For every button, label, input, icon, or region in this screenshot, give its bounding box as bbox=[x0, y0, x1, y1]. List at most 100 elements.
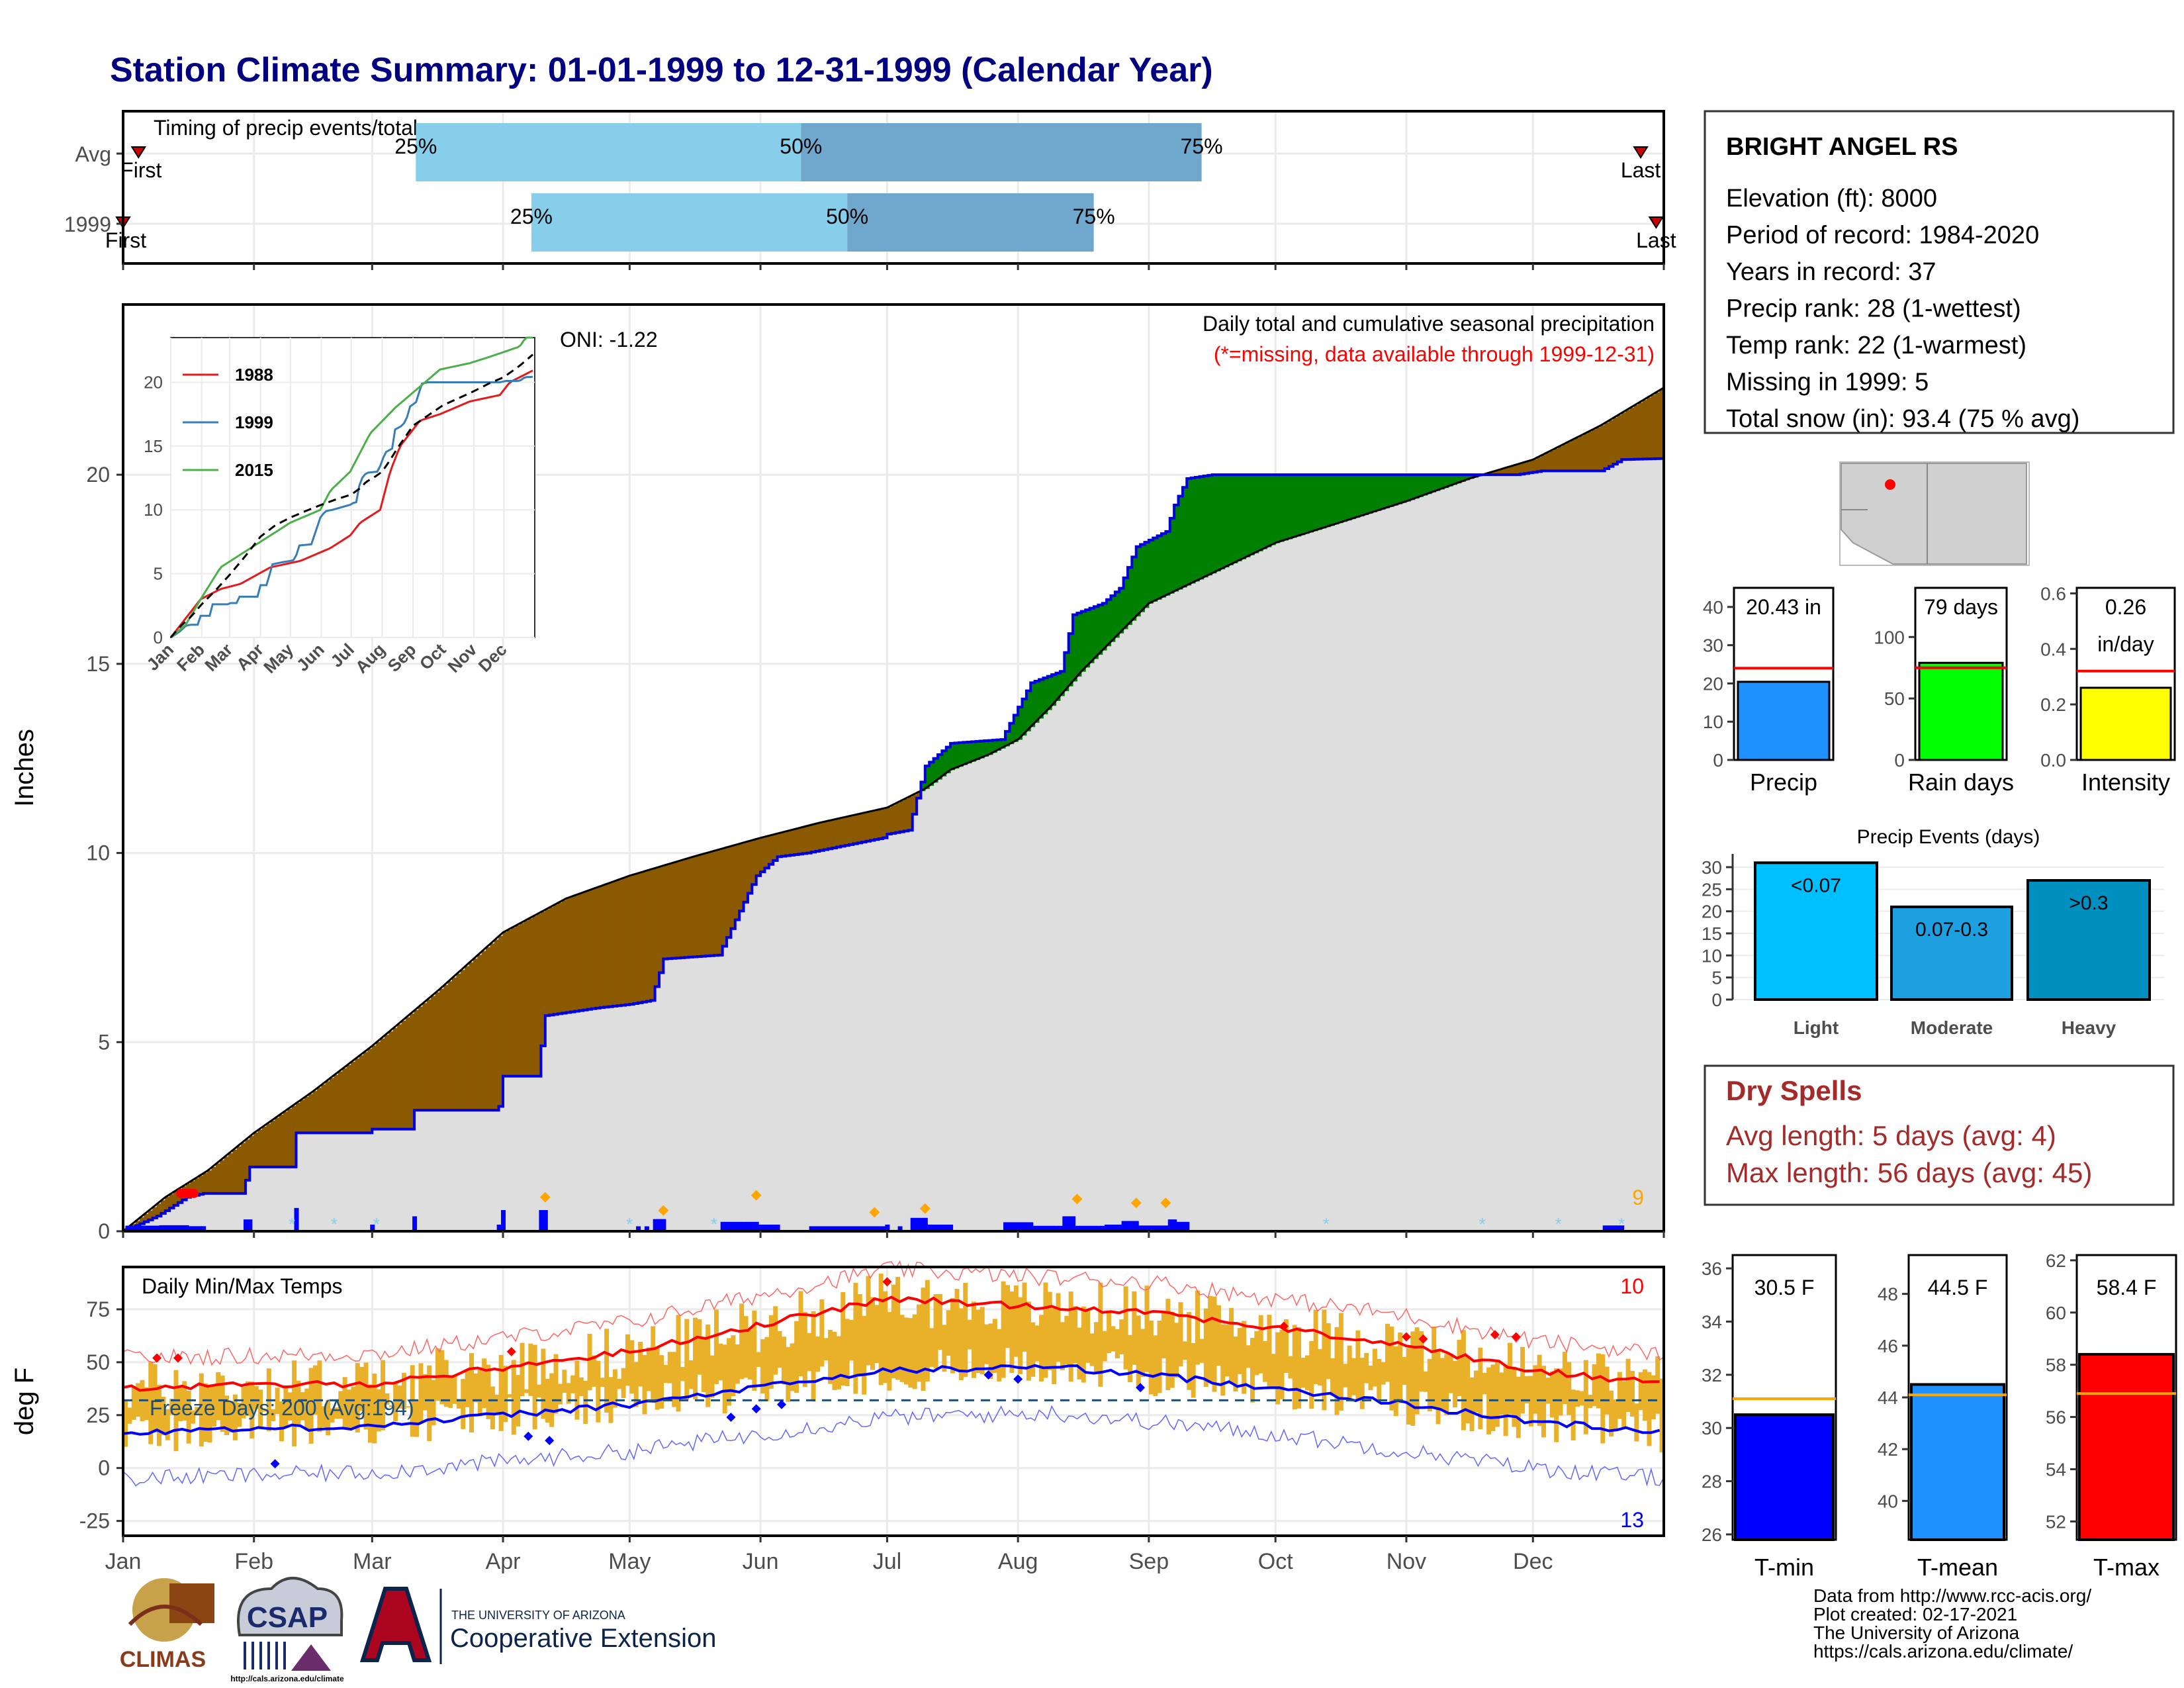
daily-temp-bar bbox=[1224, 1324, 1230, 1377]
daily-temp-bar bbox=[807, 1333, 812, 1372]
inset-line-1988 bbox=[169, 369, 533, 638]
daily-precip-bar bbox=[948, 1225, 954, 1231]
station-info-line: Precip rank: 28 (1-wettest) bbox=[1726, 295, 2021, 323]
daily-temp-bar bbox=[798, 1291, 803, 1377]
temp-title: Daily Min/Max Temps bbox=[142, 1274, 342, 1298]
daily-temp-bar bbox=[1174, 1323, 1179, 1378]
daily-temp-bar bbox=[1461, 1330, 1466, 1430]
daily-temp-bar bbox=[1533, 1365, 1538, 1414]
month-label: Apr bbox=[486, 1549, 521, 1574]
daily-precip-bar bbox=[817, 1226, 823, 1231]
daily-precip-bar bbox=[1087, 1225, 1093, 1231]
last-label: Last bbox=[1621, 158, 1661, 182]
daily-temp-bar bbox=[452, 1375, 457, 1404]
event-category-label: Light bbox=[1794, 1017, 1839, 1038]
daily-temp-bar bbox=[794, 1321, 799, 1393]
summary-value-label: 79 days bbox=[1924, 595, 1998, 619]
daily-temp-bar bbox=[866, 1276, 871, 1366]
daily-temp-bar bbox=[1056, 1293, 1061, 1362]
daily-precip-bar bbox=[927, 1225, 933, 1231]
daily-temp-bar bbox=[308, 1368, 314, 1444]
climas-logo-text: CLIMAS bbox=[120, 1647, 206, 1672]
timing-bar-50-75 bbox=[847, 193, 1094, 252]
daily-precip-bar bbox=[1105, 1225, 1110, 1231]
daily-precip-bar bbox=[1125, 1221, 1130, 1231]
daily-temp-bar bbox=[963, 1283, 968, 1378]
temp-summary-tick-label: 36 bbox=[1702, 1258, 1722, 1279]
daily-precip-bar bbox=[653, 1219, 658, 1231]
daily-temp-bar bbox=[629, 1340, 635, 1394]
legend-label: 1988 bbox=[235, 365, 273, 385]
climas-logo-arc bbox=[128, 1605, 203, 1626]
daily-temp-bar bbox=[709, 1355, 715, 1398]
daily-temp-bar bbox=[1165, 1299, 1171, 1391]
snow-marker: * bbox=[1479, 1214, 1486, 1234]
daily-temp-bar bbox=[1347, 1345, 1352, 1399]
daily-temp-bar bbox=[1355, 1330, 1361, 1401]
summary-tick-label: 10 bbox=[1703, 712, 1723, 732]
record-precip-marker bbox=[869, 1207, 880, 1218]
csap-logo-text: CSAP bbox=[247, 1601, 328, 1634]
daily-precip-bar bbox=[159, 1225, 164, 1231]
daily-precip-bar bbox=[1155, 1225, 1160, 1231]
daily-temp-bar bbox=[523, 1389, 529, 1393]
daily-temp-bar bbox=[1570, 1389, 1576, 1440]
daily-temp-bar bbox=[735, 1344, 740, 1384]
daily-temp-bar bbox=[693, 1317, 698, 1399]
station-info-box: BRIGHT ANGEL RS Elevation (ft): 8000 Perio… bbox=[1704, 110, 2175, 434]
daily-temp-bar bbox=[612, 1369, 617, 1408]
daily-temp-bar bbox=[997, 1329, 1002, 1382]
daily-temp-bar bbox=[979, 1307, 985, 1375]
pct-25-label: 25% bbox=[394, 134, 437, 158]
daily-precip-bar bbox=[142, 1225, 147, 1231]
daily-precip-bar bbox=[737, 1221, 743, 1231]
credit-line: The University of Arizona bbox=[1813, 1622, 2020, 1643]
daily-temp-bar bbox=[583, 1381, 588, 1425]
daily-temp-bar bbox=[304, 1388, 310, 1430]
daily-temp-bar bbox=[1398, 1332, 1403, 1403]
daily-temp-bar bbox=[351, 1386, 356, 1429]
daily-temp-bar bbox=[393, 1382, 398, 1422]
hot-count-label: 10 bbox=[1620, 1274, 1644, 1298]
temp-summary-tick-label: 60 bbox=[2046, 1303, 2066, 1323]
daily-temp-bar bbox=[1288, 1356, 1293, 1379]
daily-temp-bar bbox=[1242, 1321, 1247, 1394]
precip-panel: 0 5 10 15 20 * * * * * * * * * Daily total and cumulat… bbox=[10, 303, 1665, 1243]
daily-precip-bar bbox=[171, 1225, 177, 1231]
summary-tick-label: 30 bbox=[1703, 635, 1723, 656]
daily-temp-bar bbox=[199, 1373, 204, 1447]
daily-precip-bar bbox=[868, 1226, 873, 1231]
daily-precip-bar bbox=[1037, 1225, 1042, 1231]
daily-precip-bar bbox=[1041, 1225, 1046, 1231]
daily-temp-bar bbox=[207, 1387, 212, 1443]
daily-precip-bar bbox=[661, 1219, 666, 1231]
daily-temp-bar bbox=[722, 1344, 727, 1414]
daily-temp-bar bbox=[1233, 1336, 1238, 1392]
temp-summary-value-label: 30.5 F bbox=[1754, 1276, 1815, 1299]
daily-precip-bar bbox=[1163, 1225, 1169, 1231]
daily-precip-bar bbox=[248, 1219, 253, 1231]
month-label: May bbox=[608, 1549, 651, 1574]
daily-temp-bar bbox=[1439, 1358, 1445, 1411]
daily-precip-bar bbox=[1066, 1216, 1071, 1231]
daily-precip-bar bbox=[1113, 1225, 1118, 1231]
summary-tick-label: 0.4 bbox=[2040, 639, 2066, 659]
daily-temp-bar bbox=[790, 1343, 795, 1391]
daily-temp-bar bbox=[1153, 1335, 1158, 1396]
station-info-line: Period of record: 1984-2020 bbox=[1726, 222, 2039, 250]
daily-temp-bar bbox=[646, 1347, 651, 1391]
pct-25-label: 25% bbox=[510, 205, 553, 228]
daily-temp-bar bbox=[815, 1336, 820, 1372]
daily-temp-bar bbox=[1267, 1315, 1272, 1389]
summary-tick-label: 0.0 bbox=[2040, 750, 2066, 771]
credit-line: Data from http://www.rcc-acis.org/ bbox=[1813, 1585, 2091, 1606]
daily-precip-bar bbox=[1117, 1225, 1122, 1231]
daily-temp-bar bbox=[144, 1387, 149, 1421]
temp-summary-bar bbox=[2078, 1352, 2175, 1541]
precip-frame bbox=[122, 303, 1665, 1233]
summary-tick-label: 20 bbox=[1703, 673, 1723, 694]
first-marker bbox=[130, 146, 147, 159]
daily-temp-bar bbox=[1169, 1311, 1175, 1388]
daily-temp-bar bbox=[844, 1319, 850, 1387]
